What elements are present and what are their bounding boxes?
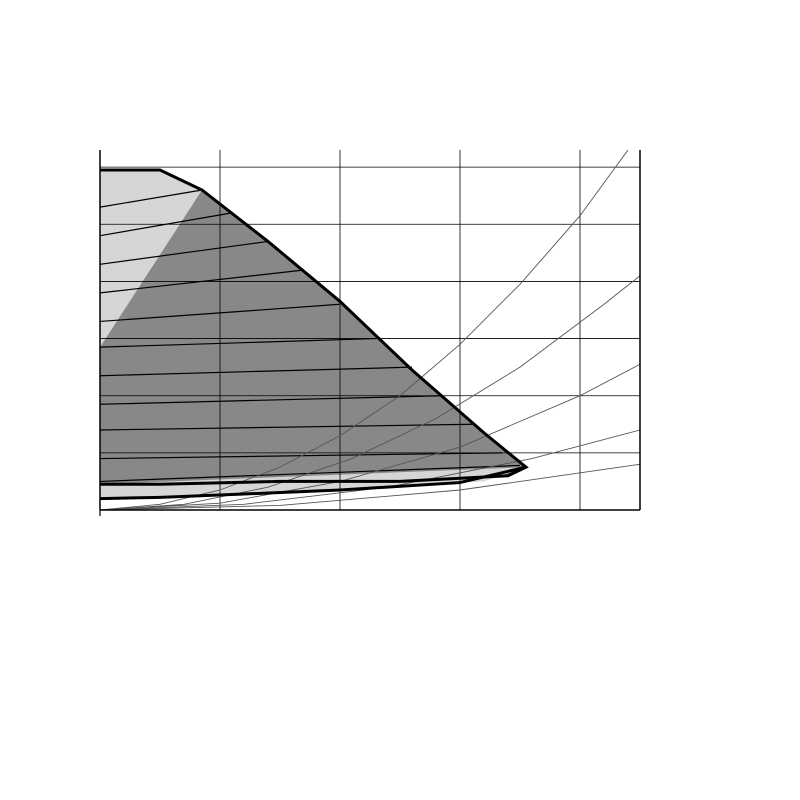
pump-curve-diagram [0, 0, 800, 800]
